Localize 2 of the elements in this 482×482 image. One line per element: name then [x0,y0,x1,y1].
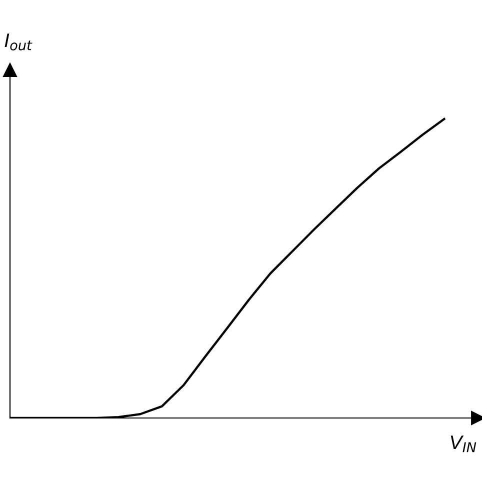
y-axis-title: I$_{out}$ [4,34,32,50]
x-axis-title: V$_{IN}$ [450,436,476,452]
